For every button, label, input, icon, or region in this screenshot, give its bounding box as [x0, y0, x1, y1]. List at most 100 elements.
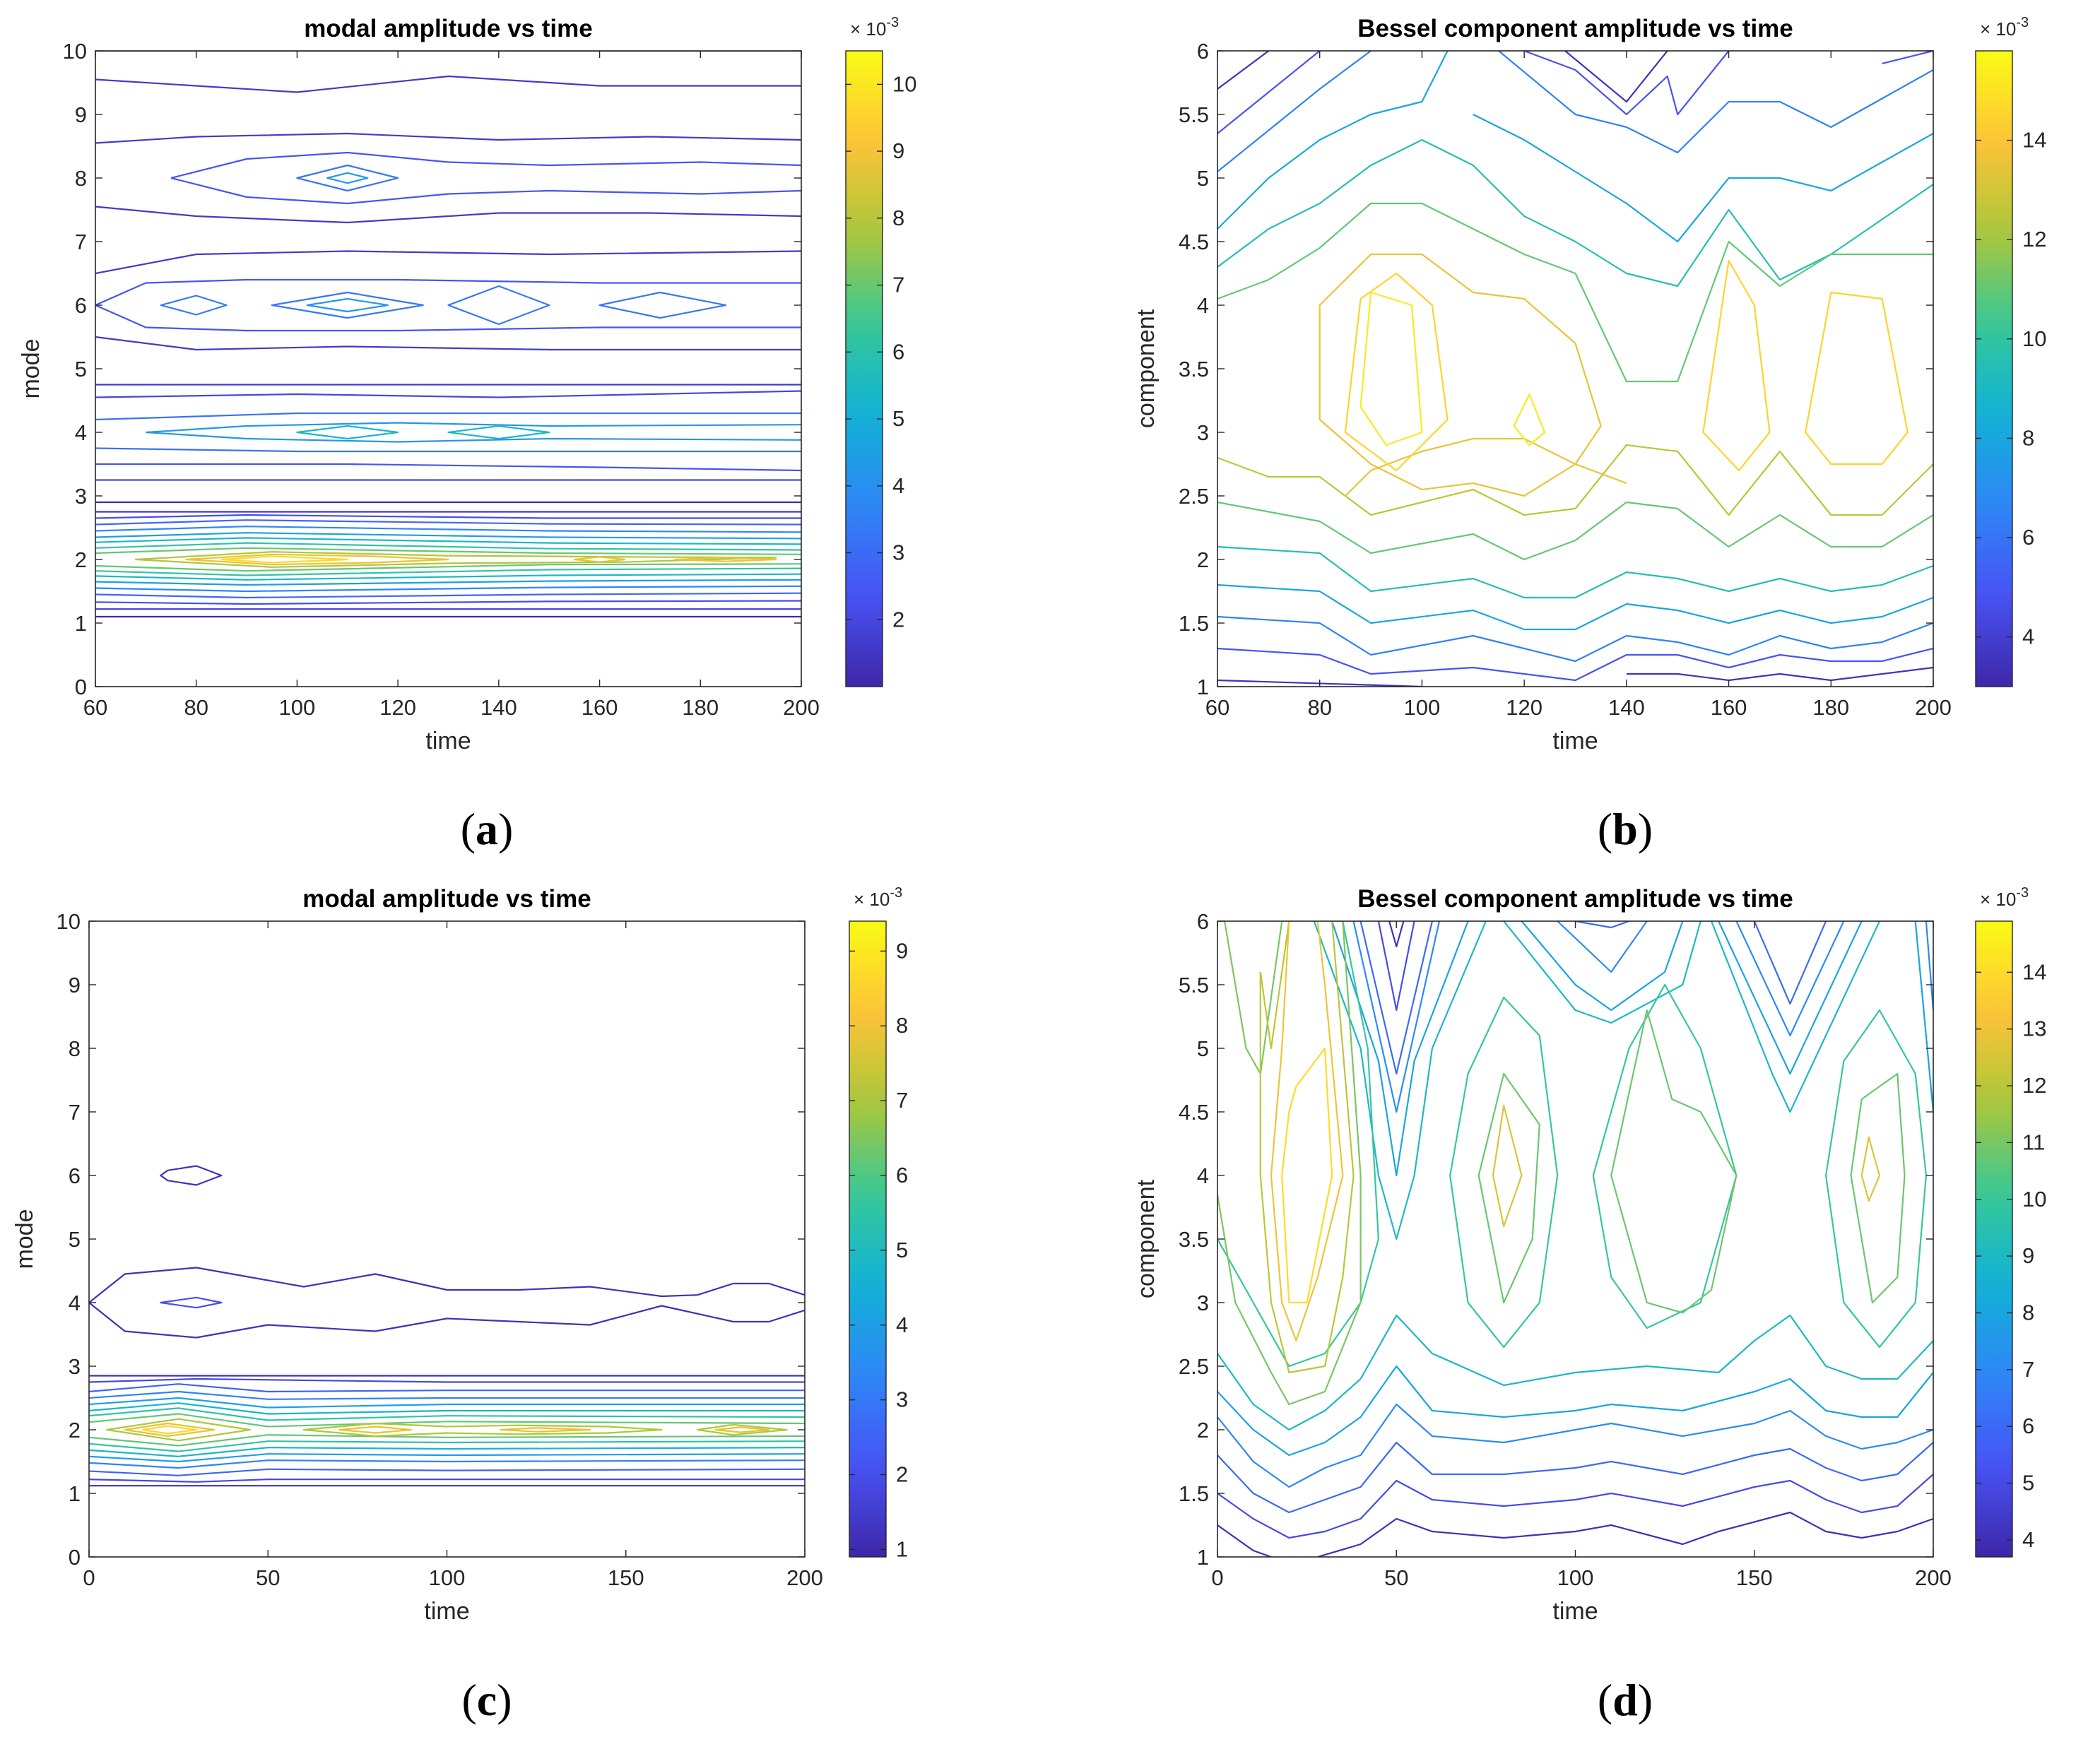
contour-line — [1217, 1474, 1933, 1539]
contour-line — [1317, 1511, 1933, 1557]
plot-area — [1217, 51, 1933, 687]
contour-line — [89, 1434, 805, 1447]
y-tick-label: 6 — [75, 293, 87, 318]
y-axis-label: mode — [11, 1209, 38, 1269]
contour-line — [306, 297, 389, 313]
contour-line — [1217, 1524, 1272, 1557]
chart-title: modal amplitude vs time — [304, 15, 592, 42]
contour-lines — [95, 51, 801, 618]
contour-line — [89, 1479, 805, 1483]
x-tick-label: 200 — [783, 695, 820, 720]
colorbar-tick-label: 9 — [2022, 1243, 2034, 1268]
contour-line — [1850, 1072, 1906, 1304]
contour-line — [106, 1418, 251, 1442]
y-tick-label: 6 — [1197, 39, 1209, 64]
contour-line — [95, 206, 801, 224]
panel-caption: (d) — [1598, 1675, 1653, 1725]
chart-title: Bessel component amplitude vs time — [1357, 15, 1793, 42]
panel-b: 60 80 100 120 140 160 180 200 1 1.5 2 2.5 3 3.5 4 4.5 5 5… — [1133, 15, 2046, 854]
contour-line — [89, 1453, 805, 1463]
colorbar-tick-label: 7 — [892, 273, 904, 297]
y-tick-label: 3.5 — [1179, 1227, 1209, 1252]
x-tick-label: 60 — [83, 695, 107, 720]
y-tick-label: 1 — [69, 1481, 81, 1506]
y-tick-label: 5 — [69, 1227, 81, 1252]
contour-line — [1702, 259, 1771, 472]
y-axis-label: component — [1133, 1179, 1160, 1298]
contour-line — [95, 526, 801, 533]
colorbar-exponent: × 10-3 — [850, 15, 899, 40]
contour-line — [89, 1468, 805, 1476]
colorbar-tick-label: 7 — [2022, 1357, 2034, 1382]
y-tick-label: 3 — [1197, 420, 1209, 445]
colorbar-tick-label: 3 — [896, 1387, 908, 1412]
contour-line — [95, 336, 801, 351]
contour-line — [271, 291, 424, 319]
y-tick-label: 5 — [75, 357, 87, 381]
contour-line — [1217, 202, 1933, 383]
x-tick-label: 100 — [429, 1565, 466, 1590]
colorbar-exponent: × 10-3 — [1980, 15, 2029, 40]
plot-area — [1217, 921, 1933, 1557]
contour-line — [1270, 921, 1344, 1342]
contour-line — [95, 547, 801, 555]
contour-line — [1217, 583, 1933, 631]
contour-line — [296, 164, 399, 192]
plot-area — [89, 921, 805, 1557]
y-tick-label: 2 — [1197, 1418, 1209, 1442]
y-tick-label: 1 — [1197, 675, 1209, 699]
panel-a: 60 80 100 120 140 160 180 200 0 1 2 3 4 5 6 7 8 9 10 modal … — [18, 15, 916, 854]
x-tick-label: 160 — [582, 695, 618, 720]
x-tick-label: 180 — [1812, 695, 1849, 720]
contour-line — [89, 1440, 805, 1452]
contour-line — [696, 1423, 788, 1436]
colorbar-tick-label: 5 — [2022, 1471, 2034, 1495]
y-axis-label: mode — [18, 338, 45, 398]
contour-line — [95, 75, 801, 93]
panel-caption: (a) — [461, 804, 514, 854]
plot-area — [95, 51, 801, 687]
contour-line — [1377, 921, 1415, 1012]
x-tick-label: 80 — [184, 695, 208, 720]
contour-line — [1352, 921, 1441, 1113]
y-tick-label: 4 — [1197, 293, 1209, 318]
contour-line — [89, 1447, 805, 1457]
contour-line — [1914, 921, 1933, 1113]
y-tick-label: 4.5 — [1179, 1100, 1209, 1125]
contour-line — [95, 390, 801, 398]
x-tick-label: 120 — [379, 695, 416, 720]
contour-line — [1735, 921, 1845, 1037]
contour-line — [1217, 51, 1270, 90]
panel-d: 0 50 100 150 200 1 1.5 2 2.5 3 3.5 4 4.5 5 5.5 6 Bessel … — [1133, 885, 2046, 1725]
contour-line — [95, 514, 801, 519]
contour-line — [89, 1397, 805, 1409]
colorbar-tick-label: 6 — [896, 1163, 908, 1187]
y-tick-label: 1.5 — [1179, 611, 1209, 636]
panel-caption: (c) — [461, 1675, 512, 1725]
y-tick-label: 1.5 — [1179, 1481, 1209, 1506]
y-tick-label: 10 — [57, 909, 81, 934]
x-tick-label: 200 — [1915, 1565, 1952, 1590]
chart-title: modal amplitude vs time — [302, 885, 591, 913]
contour-line — [1217, 647, 1933, 682]
chart-title: Bessel component amplitude vs time — [1357, 885, 1793, 913]
y-tick-label: 8 — [75, 166, 87, 191]
y-axis-label: component — [1133, 309, 1160, 428]
contour-line — [220, 555, 348, 564]
contour-line — [146, 422, 801, 434]
contour-line — [1217, 51, 1321, 134]
colorbar-tick-label: 5 — [896, 1238, 908, 1262]
colorbar-tick-label: 8 — [896, 1013, 908, 1038]
colorbar-gradient — [1975, 920, 2013, 1558]
contour-line — [1710, 921, 1880, 1113]
x-tick-label: 180 — [682, 695, 719, 720]
colorbar-exponent: × 10-3 — [1980, 885, 2029, 910]
contour-line — [1860, 1136, 1881, 1202]
contour-line — [1217, 1403, 1933, 1488]
contour-line — [1473, 114, 1933, 243]
y-tick-label: 9 — [69, 973, 81, 997]
contour-line — [1388, 921, 1405, 948]
contour-line — [95, 519, 801, 526]
x-tick-label: 50 — [256, 1565, 280, 1590]
panel-caption: (b) — [1598, 804, 1653, 854]
